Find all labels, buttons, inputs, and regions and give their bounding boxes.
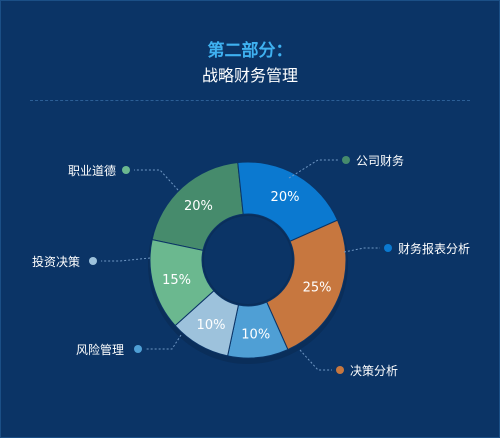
section-title: 第二部分： (207, 41, 293, 61)
divider (30, 100, 470, 101)
slice-name-label: 职业道德 (68, 163, 116, 178)
legend-dot (134, 345, 142, 353)
donut-slices (149, 161, 347, 359)
callout-leader-line (134, 169, 179, 191)
legend-dot (122, 166, 130, 174)
slice-name-label: 公司财务 (356, 153, 404, 168)
slice-value-label: 20% (184, 199, 213, 214)
callout-leader-line (146, 334, 182, 350)
callout-leader-line (101, 257, 151, 262)
callout-leader-line (343, 247, 380, 253)
donut-hole (204, 216, 292, 304)
slice-value-label: 20% (271, 190, 300, 205)
slice-name-label: 投资决策 (32, 254, 80, 269)
section-subtitle: 战略财务管理 (201, 66, 298, 85)
legend-dot (342, 156, 350, 164)
callout-leader-line (299, 349, 332, 371)
slice-3[interactable] (266, 219, 347, 351)
slice-6[interactable] (149, 239, 215, 327)
slice-name-label: 决策分析 (350, 364, 398, 378)
slice-value-label: 10% (241, 328, 270, 343)
legend-dot (89, 257, 97, 265)
slice-value-label: 10% (197, 318, 226, 333)
slice-name-label: 风险管理 (76, 342, 124, 357)
slice-labels: 20% 20% 25% 10% 10% 15% (162, 190, 331, 343)
slice-value-label: 15% (162, 273, 191, 288)
legend-dot (336, 366, 344, 374)
legend-dot (384, 244, 392, 252)
slice-name-label: 财务报表分析 (398, 241, 470, 256)
slice-value-label: 25% (303, 281, 332, 296)
